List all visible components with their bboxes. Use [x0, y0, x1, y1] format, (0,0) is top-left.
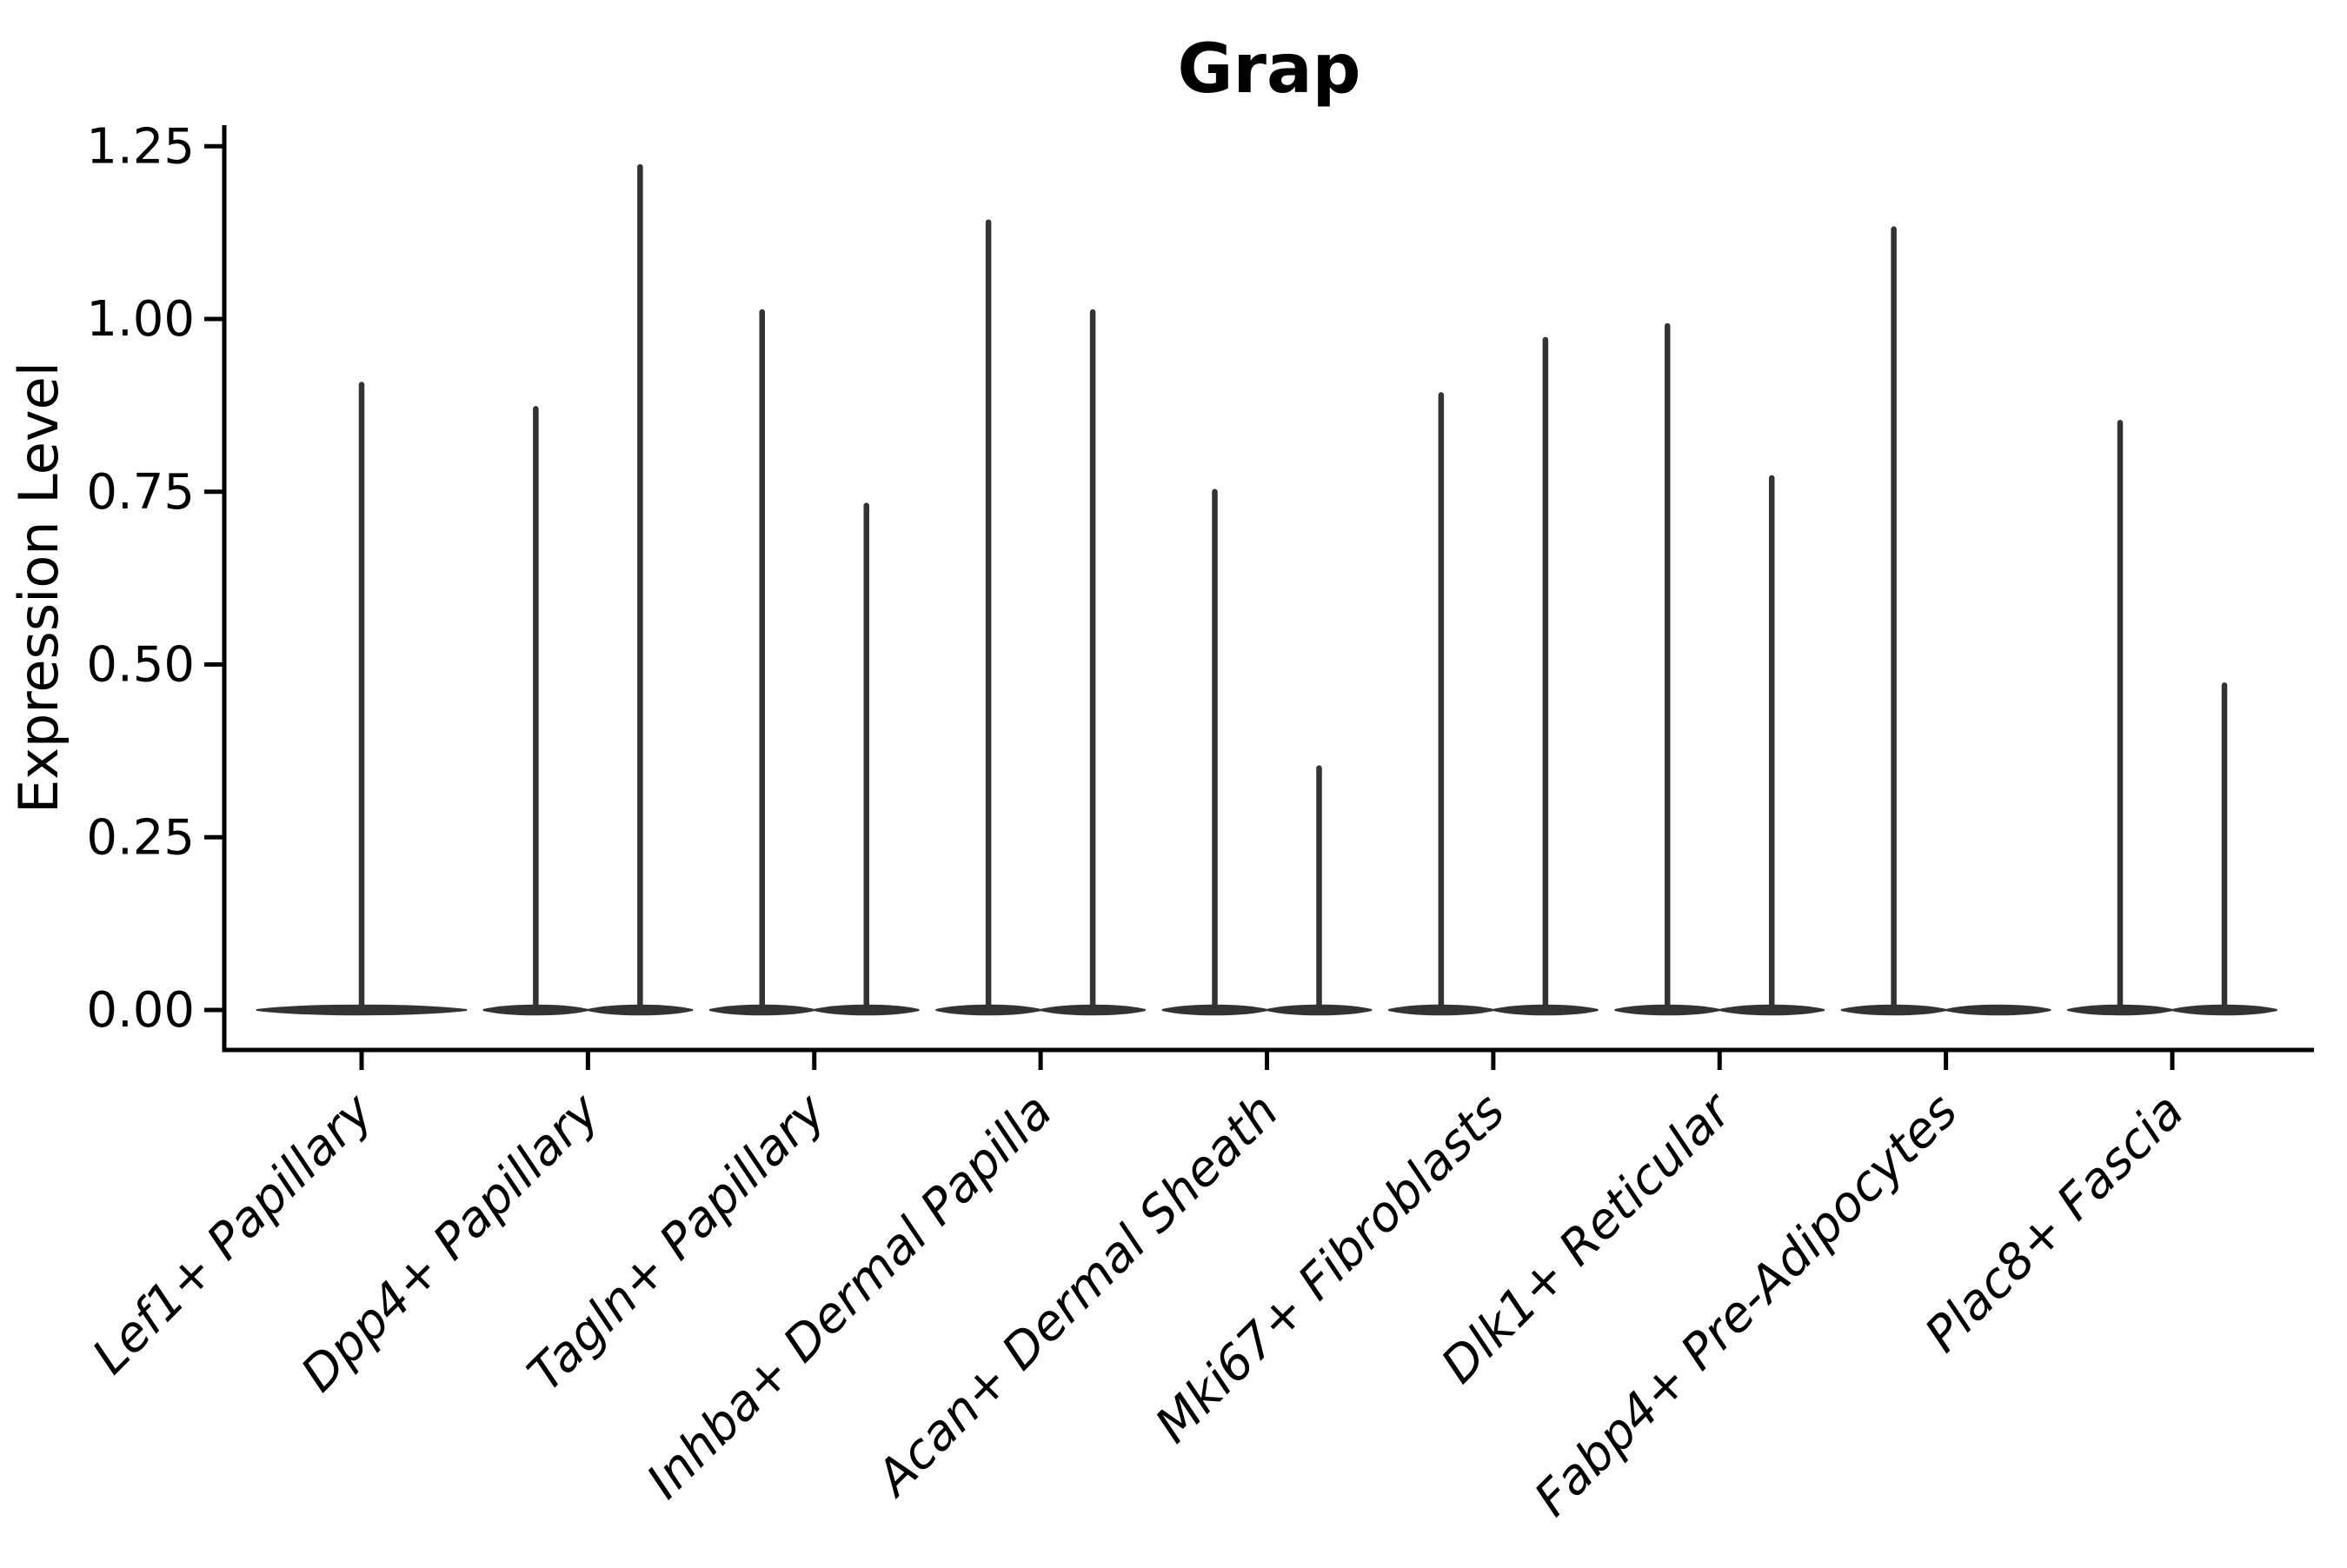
y-tick-label: 0.00: [86, 982, 195, 1039]
violin-base: [1945, 1004, 2051, 1016]
x-tick-label: Fabp4+ Pre-Adipocytes: [1524, 1083, 1968, 1527]
y-tick-label: 0.75: [86, 464, 195, 521]
x-tick-label: Acan+ Dermal Sheath: [864, 1083, 1289, 1508]
chart-title: Grap: [1178, 30, 1361, 109]
x-tick-label: Inhba+ Dermal Papilla: [636, 1083, 1063, 1510]
y-axis-label: Expression Level: [7, 362, 70, 814]
violins-layer: [256, 163, 2277, 1016]
y-tick-label: 1.00: [86, 291, 195, 348]
y-tick-label: 0.25: [86, 809, 195, 866]
y-tick-label: 1.25: [86, 118, 195, 175]
y-tick-label: 0.50: [86, 637, 195, 694]
